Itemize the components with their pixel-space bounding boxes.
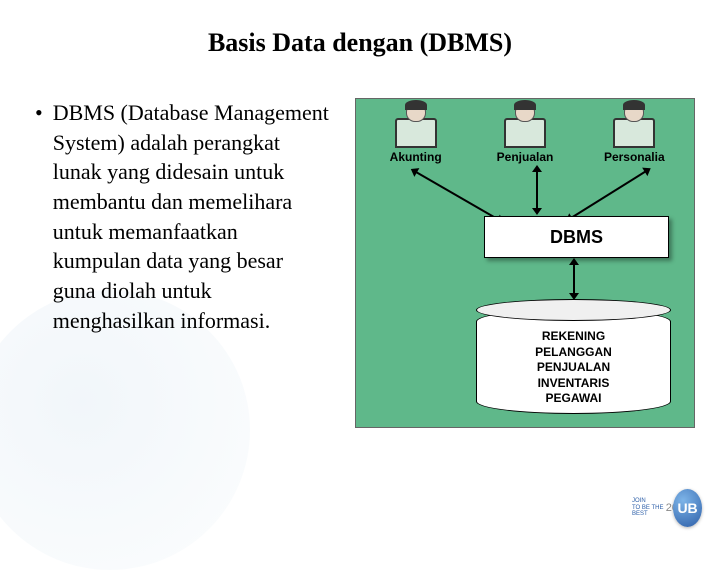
user-label: Akunting: [390, 150, 442, 164]
cylinder-text: REKENING PELANGGAN PENJUALAN INVENTARIS …: [476, 329, 671, 407]
dbms-box: DBMS: [484, 216, 669, 258]
user-label: Penjualan: [497, 150, 554, 164]
user-label: Personalia: [604, 150, 665, 164]
bullet-marker: •: [35, 98, 43, 336]
cyl-line: PELANGGAN: [476, 345, 671, 361]
logo-line: TO BE THE BEST: [632, 505, 669, 518]
bullet-text: DBMS (Database Management System) adalah…: [53, 98, 330, 336]
arrow-icon: [416, 171, 499, 220]
logo: JOIN TO BE THE BEST UB: [632, 488, 702, 528]
arrow-icon: [536, 171, 538, 209]
cyl-line: PENJUALAN: [476, 360, 671, 376]
user-akunting: Akunting: [366, 104, 466, 164]
text-column: • DBMS (Database Management System) adal…: [30, 98, 330, 428]
cyl-line: INVENTARIS: [476, 376, 671, 392]
arrow-icon: [570, 171, 646, 219]
bullet-item: • DBMS (Database Management System) adal…: [40, 98, 330, 336]
logo-line: JOIN: [632, 498, 669, 505]
diagram-column: Akunting Penjualan Personalia: [350, 98, 695, 428]
user-row: Akunting Penjualan Personalia: [356, 99, 694, 164]
user-icon: [610, 104, 658, 148]
database-cylinder: REKENING PELANGGAN PENJUALAN INVENTARIS …: [476, 299, 671, 419]
cyl-line: REKENING: [476, 329, 671, 345]
user-penjualan: Penjualan: [475, 104, 575, 164]
user-personalia: Personalia: [584, 104, 684, 164]
logo-subtext: JOIN TO BE THE BEST: [632, 498, 669, 518]
slide: Basis Data dengan (DBMS) • DBMS (Databas…: [0, 0, 720, 540]
arrow-icon: [573, 264, 575, 294]
page-title: Basis Data dengan (DBMS): [30, 28, 690, 58]
dbms-label: DBMS: [550, 227, 603, 248]
content-row: • DBMS (Database Management System) adal…: [30, 98, 690, 428]
dbms-diagram: Akunting Penjualan Personalia: [355, 98, 695, 428]
logo-badge: UB: [673, 489, 702, 527]
user-icon: [501, 104, 549, 148]
cyl-line: PEGAWAI: [476, 391, 671, 407]
user-icon: [392, 104, 440, 148]
